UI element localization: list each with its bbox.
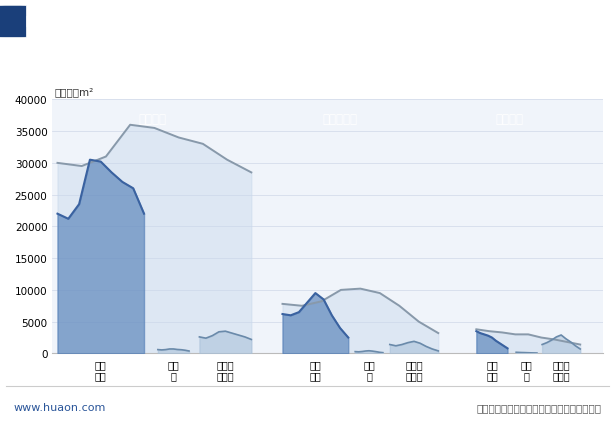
- Text: 数据来源：国家统计局，华经产业研究院整理: 数据来源：国家统计局，华经产业研究院整理: [477, 403, 601, 412]
- Text: 单位：万m²: 单位：万m²: [54, 87, 93, 97]
- Text: 新开工面积: 新开工面积: [322, 112, 357, 125]
- Text: 2016-2024年1-9月河北省房地产施工面积情况: 2016-2024年1-9月河北省房地产施工面积情况: [167, 58, 448, 76]
- Text: www.huaon.com: www.huaon.com: [14, 403, 106, 412]
- Text: 施工面积: 施工面积: [138, 112, 166, 125]
- Text: 专业严谨 • 客观科学: 专业严谨 • 客观科学: [530, 17, 597, 26]
- FancyBboxPatch shape: [0, 6, 26, 38]
- Text: 华经情报网: 华经情报网: [26, 15, 63, 28]
- Text: 竣工面积: 竣工面积: [495, 112, 523, 125]
